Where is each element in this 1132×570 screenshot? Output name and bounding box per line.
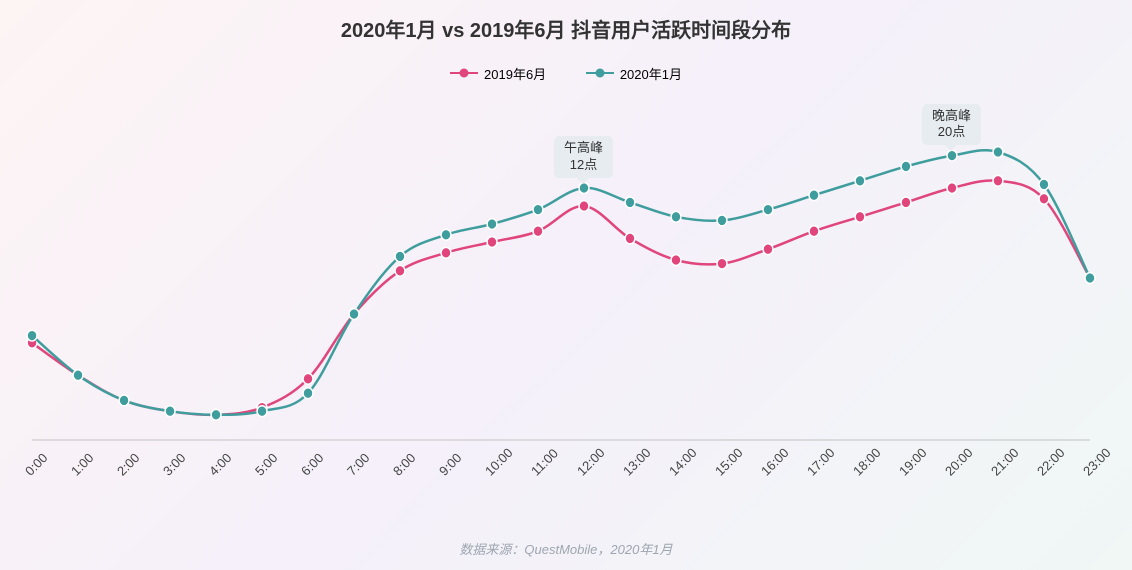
chart-title: 2020年1月 vs 2019年6月 抖音用户活跃时间段分布 bbox=[0, 14, 1132, 43]
callout-line1-1: 晚高峰 bbox=[932, 108, 971, 125]
x-label-17: 17:00 bbox=[804, 445, 838, 479]
series-point-1-10 bbox=[487, 219, 497, 230]
legend-marker-series1 bbox=[450, 72, 478, 74]
x-label-2: 2:00 bbox=[114, 450, 143, 479]
x-label-18: 18:00 bbox=[850, 445, 884, 479]
x-label-3: 3:00 bbox=[160, 450, 189, 479]
series-point-1-0 bbox=[27, 330, 37, 341]
series-point-1-17 bbox=[809, 190, 819, 201]
x-label-0: 0:00 bbox=[22, 450, 51, 479]
series-point-0-14 bbox=[671, 255, 681, 266]
x-label-8: 8:00 bbox=[390, 450, 419, 479]
series-line-0 bbox=[32, 180, 1090, 414]
callout-1: 晚高峰20点 bbox=[922, 104, 981, 146]
x-label-15: 15:00 bbox=[712, 445, 746, 479]
x-label-20: 20:00 bbox=[942, 445, 976, 479]
callout-line1-0: 午高峰 bbox=[564, 140, 603, 157]
callout-0: 午高峰12点 bbox=[554, 136, 613, 178]
x-label-23: 23:00 bbox=[1080, 445, 1114, 479]
x-label-21: 21:00 bbox=[988, 445, 1022, 479]
series-line-1 bbox=[32, 150, 1090, 415]
series-point-0-12 bbox=[579, 201, 589, 212]
series-point-0-21 bbox=[993, 175, 1003, 186]
series-point-1-3 bbox=[165, 406, 175, 417]
series-point-0-9 bbox=[441, 247, 451, 258]
callout-line2-1: 20点 bbox=[932, 124, 971, 141]
series-point-1-12 bbox=[579, 183, 589, 194]
x-label-22: 22:00 bbox=[1034, 445, 1068, 479]
x-label-16: 16:00 bbox=[758, 445, 792, 479]
x-label-10: 10:00 bbox=[482, 445, 516, 479]
x-label-4: 4:00 bbox=[206, 450, 235, 479]
x-label-6: 6:00 bbox=[298, 450, 327, 479]
series-point-0-6 bbox=[303, 373, 313, 384]
series-point-1-21 bbox=[993, 147, 1003, 158]
x-label-9: 9:00 bbox=[436, 450, 465, 479]
series-point-1-19 bbox=[901, 161, 911, 172]
x-label-1: 1:00 bbox=[68, 450, 97, 479]
x-label-13: 13:00 bbox=[620, 445, 654, 479]
x-label-7: 7:00 bbox=[344, 450, 373, 479]
series-point-1-13 bbox=[625, 197, 635, 208]
series-point-1-16 bbox=[763, 204, 773, 215]
data-source-note: 数据来源：QuestMobile，2020年1月 bbox=[0, 539, 1132, 558]
x-label-14: 14:00 bbox=[666, 445, 700, 479]
series-point-0-22 bbox=[1039, 193, 1049, 204]
x-label-19: 19:00 bbox=[896, 445, 930, 479]
series-point-1-8 bbox=[395, 251, 405, 262]
x-axis-labels: 0:00 1:00 2:00 3:00 4:00 5:00 6:00 7:00 8:00 9:00… bbox=[10, 440, 1112, 500]
series-point-1-4 bbox=[211, 409, 221, 420]
series-point-0-20 bbox=[947, 183, 957, 194]
series-point-1-6 bbox=[303, 388, 313, 399]
legend-marker-series2 bbox=[586, 72, 614, 74]
series-point-1-11 bbox=[533, 204, 543, 215]
series-point-0-11 bbox=[533, 226, 543, 237]
series-point-1-15 bbox=[717, 215, 727, 226]
series-point-0-18 bbox=[855, 211, 865, 222]
series-point-0-19 bbox=[901, 197, 911, 208]
x-label-12: 12:00 bbox=[574, 445, 608, 479]
callout-line2-0: 12点 bbox=[564, 157, 603, 174]
series-point-0-16 bbox=[763, 244, 773, 255]
series-point-0-10 bbox=[487, 237, 497, 248]
series-point-1-5 bbox=[257, 406, 267, 417]
series-point-1-18 bbox=[855, 175, 865, 186]
series-point-1-23 bbox=[1085, 273, 1095, 284]
series-point-0-17 bbox=[809, 226, 819, 237]
series-point-1-20 bbox=[947, 150, 957, 161]
x-label-5: 5:00 bbox=[252, 450, 281, 479]
chart-container: 2020年1月 vs 2019年6月 抖音用户活跃时间段分布 2019年6月 2… bbox=[0, 0, 1132, 570]
series-point-1-22 bbox=[1039, 179, 1049, 190]
series-point-1-2 bbox=[119, 395, 129, 406]
series-point-0-8 bbox=[395, 265, 405, 276]
series-point-0-13 bbox=[625, 233, 635, 244]
x-label-11: 11:00 bbox=[528, 446, 561, 479]
series-point-1-9 bbox=[441, 229, 451, 240]
series-point-0-15 bbox=[717, 258, 727, 269]
series-point-1-14 bbox=[671, 211, 681, 222]
series-point-1-7 bbox=[349, 309, 359, 320]
series-point-1-1 bbox=[73, 370, 83, 381]
